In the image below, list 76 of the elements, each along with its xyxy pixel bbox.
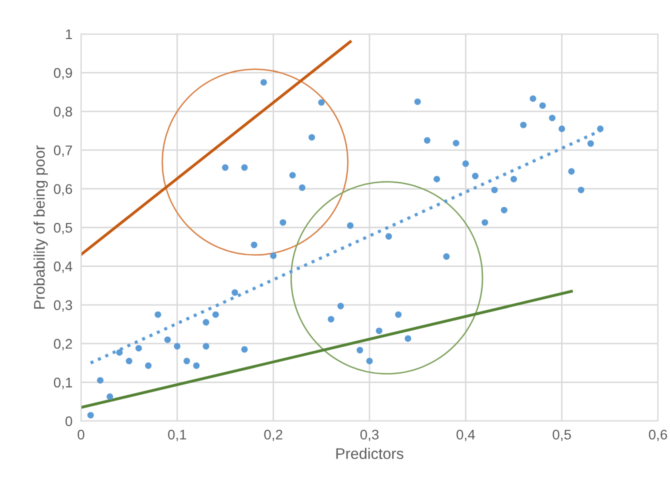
point [308,134,316,141]
point [270,252,277,260]
point [347,222,354,229]
point [250,242,258,248]
y-tick-label: 0,3 [54,300,72,312]
point [539,102,546,109]
point [568,168,575,175]
point [472,172,479,180]
point [241,164,248,171]
point [298,184,306,191]
point [443,253,450,260]
y-tick-label: 0,9 [54,68,72,80]
point [414,98,421,105]
x-tick-label: 0,5 [552,430,571,442]
point [366,358,373,364]
y-axis-title: Probability of being poor [34,145,48,309]
point [202,343,210,350]
point [87,412,94,418]
y-tick-label: 0,5 [54,222,72,234]
point [597,126,604,132]
point [260,79,267,86]
y-tick-label: 0,1 [54,378,72,390]
point [530,95,536,102]
y-tick-label: 0 [65,416,72,426]
point [154,311,162,318]
point [520,122,527,128]
point [404,335,412,342]
point [222,164,229,171]
x-tick-label: 0 [78,430,84,440]
point [385,233,392,240]
y-tick-label: 0,8 [54,106,72,118]
y-tick-label: 0,2 [54,338,72,350]
x-tick-label: 0,1 [168,430,186,442]
point [356,346,364,354]
point [232,289,238,296]
point [452,140,460,146]
point [116,349,123,356]
point [202,319,210,326]
y-tick-label: 1 [66,29,72,40]
point [328,316,334,322]
point [174,343,180,350]
point [184,358,190,364]
point [212,311,219,318]
x-tick-label: 0,6 [648,430,668,442]
point [289,172,296,179]
point [395,311,402,318]
point [145,362,152,369]
point [434,176,440,182]
point [241,346,248,353]
point [462,160,469,167]
point [96,377,104,384]
x-tick-label: 0,2 [264,430,282,442]
point [337,302,344,310]
point [587,140,594,147]
x-tick-label: 0,4 [456,430,475,442]
x-tick-label: 0,3 [360,430,379,442]
y-tick-label: 0,7 [54,145,72,157]
point [193,362,200,369]
point [424,137,430,144]
point [491,186,498,194]
point [126,358,132,364]
point [482,219,488,226]
point [558,126,566,132]
y-tick-label: 0,6 [54,184,72,196]
point [106,393,114,400]
point [280,219,286,226]
point [376,328,382,334]
point [548,114,556,122]
point [318,99,325,106]
point [510,176,518,182]
point [164,336,171,343]
point [135,344,142,352]
point [578,186,584,194]
x-axis-title: Predictors [336,448,404,460]
y-tick-label: 0,4 [54,262,72,274]
point [500,206,508,214]
